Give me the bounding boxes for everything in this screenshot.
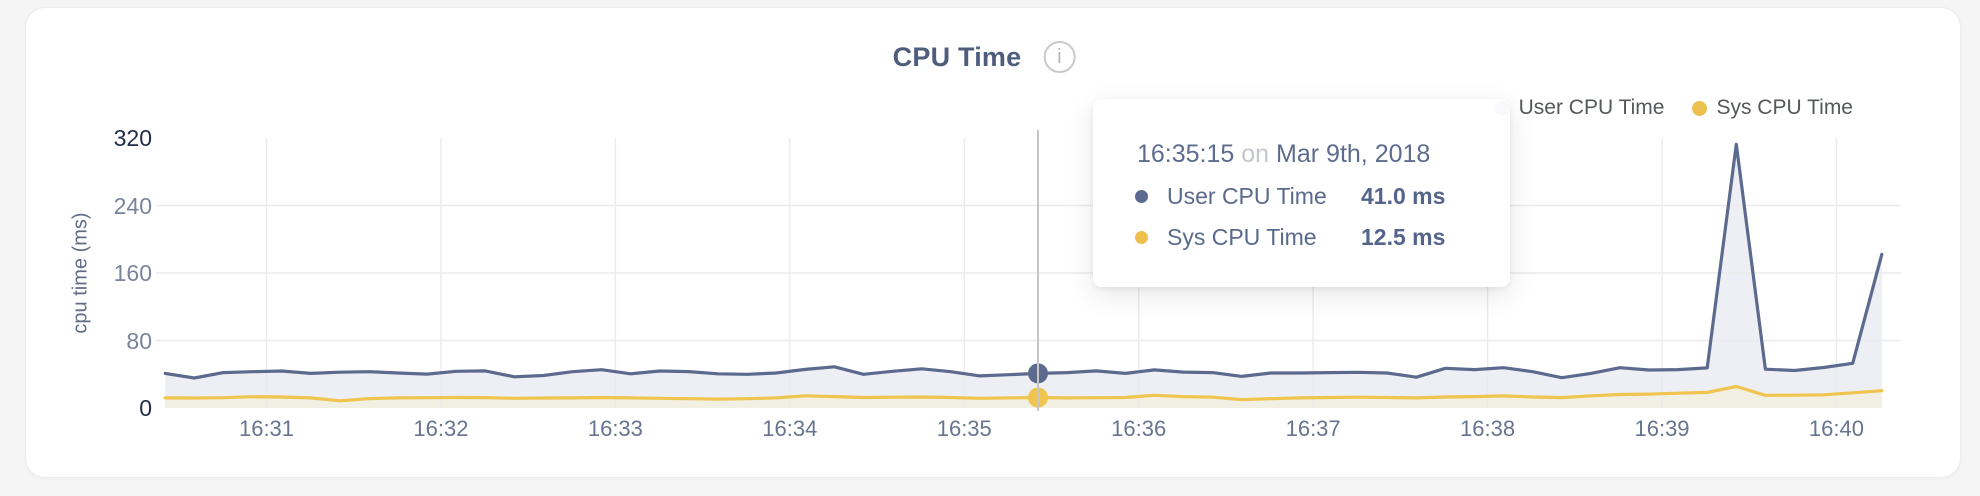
info-icon[interactable]: i: [1043, 41, 1076, 73]
tooltip-dot-user-cpu-time: [1135, 190, 1148, 203]
y-tick-label: 240: [113, 192, 152, 219]
legend-dot-sys-cpu-time: [1692, 100, 1708, 116]
tooltip-row-sys-cpu-time: Sys CPU Time 12.5 ms: [1135, 224, 1445, 251]
x-tick-label: 16:32: [413, 416, 469, 441]
area-user: [165, 144, 1882, 409]
tooltip-conjunction: on: [1241, 140, 1270, 168]
tooltip-space: [1269, 140, 1276, 168]
chart-header: CPU Time i: [893, 41, 1076, 73]
x-tick-label: 16:34: [762, 416, 818, 441]
legend-label: User CPU Time: [1518, 96, 1665, 119]
tooltip-row-user-cpu-time: User CPU Time 41.0 ms: [1135, 183, 1445, 210]
x-tick-label: 16:37: [1285, 416, 1341, 441]
x-tick-label: 16:39: [1634, 416, 1690, 441]
tooltip-dot-sys-cpu-time: [1135, 231, 1148, 244]
legend-label: Sys CPU Time: [1716, 96, 1853, 119]
x-tick-label: 16:33: [587, 416, 643, 441]
y-tick-label: 80: [126, 327, 152, 354]
hover-tooltip: 16:35:15 on Mar 9th, 2018 User CPU Time …: [1093, 99, 1510, 287]
x-tick-label: 16:31: [238, 416, 295, 441]
tooltip-series-value: 12.5 ms: [1361, 224, 1446, 250]
tooltip-date: Mar 9th, 2018: [1276, 140, 1431, 168]
y-tick-label: 160: [113, 260, 152, 286]
x-tick-label: 16:35: [936, 416, 992, 441]
tooltip-series-label: User CPU Time: [1167, 183, 1327, 209]
line-user: [163, 142, 1884, 380]
y-tick-label: 0: [139, 395, 152, 421]
tooltip-timestamp: 16:35:15 on Mar 9th, 2018: [1137, 140, 1430, 169]
tooltip-time: 16:35:15: [1137, 140, 1235, 168]
legend-item-sys-cpu-time[interactable]: Sys CPU Time: [1692, 96, 1853, 120]
legend: User CPU Time Sys CPU Time: [1494, 96, 1853, 120]
x-tick-label: 16:36: [1111, 416, 1167, 441]
x-tick-label: 16:38: [1460, 416, 1516, 441]
line-sys: [163, 384, 1884, 403]
gridlines: [156, 138, 1901, 408]
x-tick-label: 16:40: [1808, 416, 1864, 441]
area-fills: [165, 144, 1882, 409]
series-lines: [163, 142, 1884, 403]
y-tick-label: 320: [113, 125, 152, 151]
legend-item-user-cpu-time[interactable]: User CPU Time: [1494, 96, 1665, 120]
tooltip-series-label: Sys CPU Time: [1167, 224, 1317, 250]
chart-title: CPU Time: [892, 41, 1022, 72]
tooltip-series-value: 41.0 ms: [1361, 183, 1446, 209]
area-sys: [165, 386, 1882, 408]
